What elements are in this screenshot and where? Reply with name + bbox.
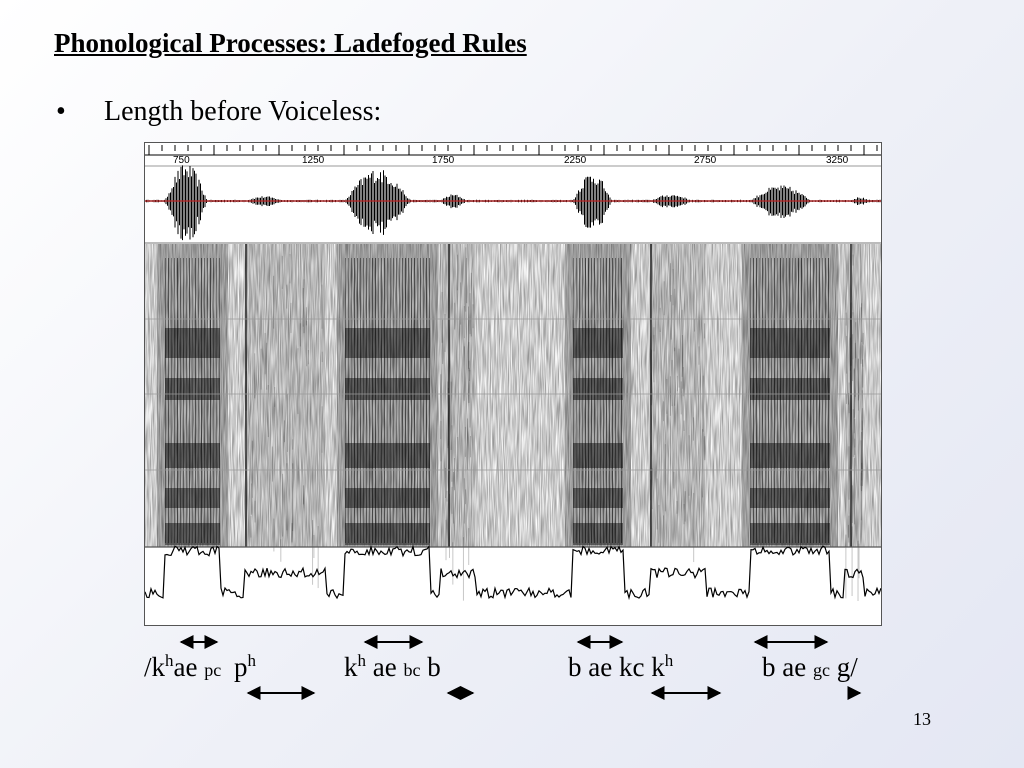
transcription-word3: b ae kc kh (568, 652, 673, 683)
slide-title: Phonological Processes: Ladefoged Rules (54, 28, 527, 58)
transcription-word1: /khae pc ph (144, 652, 256, 683)
spectrogram-figure: 750 1250 1750 2250 2750 3250 (144, 142, 882, 626)
word1-k: k (151, 652, 166, 682)
close-slash: / (850, 652, 858, 682)
tick-label-2250: 2250 (564, 155, 587, 166)
transcription-word2: kh ae bc b (344, 652, 441, 683)
tick-label-1750: 1750 (432, 155, 455, 166)
word1-ae: ae (173, 652, 198, 682)
page-number: 13 (913, 709, 931, 729)
word4-closure: gc (812, 660, 830, 680)
intensity-contour-panel (145, 544, 881, 601)
word2-k-aspiration: h (357, 651, 367, 670)
waveform-panel (145, 165, 881, 244)
spectrogram-panel (145, 244, 881, 601)
tick-label-750: 750 (173, 155, 190, 166)
word4-b-ae: b ae (762, 652, 807, 682)
word1-closure: pc (204, 660, 222, 680)
tick-label-3250: 3250 (826, 155, 849, 166)
tick-label-2750: 2750 (694, 155, 717, 166)
time-ruler: 750 1250 1750 2250 2750 3250 (145, 145, 881, 167)
transcription-word4: b ae gc g/ (762, 652, 858, 683)
word2-b: b (427, 652, 441, 682)
word1-p-aspiration: h (247, 651, 256, 670)
word2-ae: ae (372, 652, 397, 682)
word1-k-aspiration: h (165, 651, 174, 670)
tick-label-1250: 1250 (302, 155, 325, 166)
word3-text: b ae kc k (568, 652, 665, 682)
bullet-text: Length before Voiceless: (104, 96, 382, 127)
word1-p: p (233, 652, 248, 682)
open-slash: / (144, 652, 152, 682)
speech-analysis-image: 750 1250 1750 2250 2750 3250 (145, 145, 881, 601)
word2-closure: bc (403, 660, 421, 680)
word3-k-aspiration: h (664, 651, 674, 670)
word4-g: g (836, 652, 851, 682)
bullet-marker: • (56, 96, 66, 127)
word2-k: k (344, 652, 358, 682)
